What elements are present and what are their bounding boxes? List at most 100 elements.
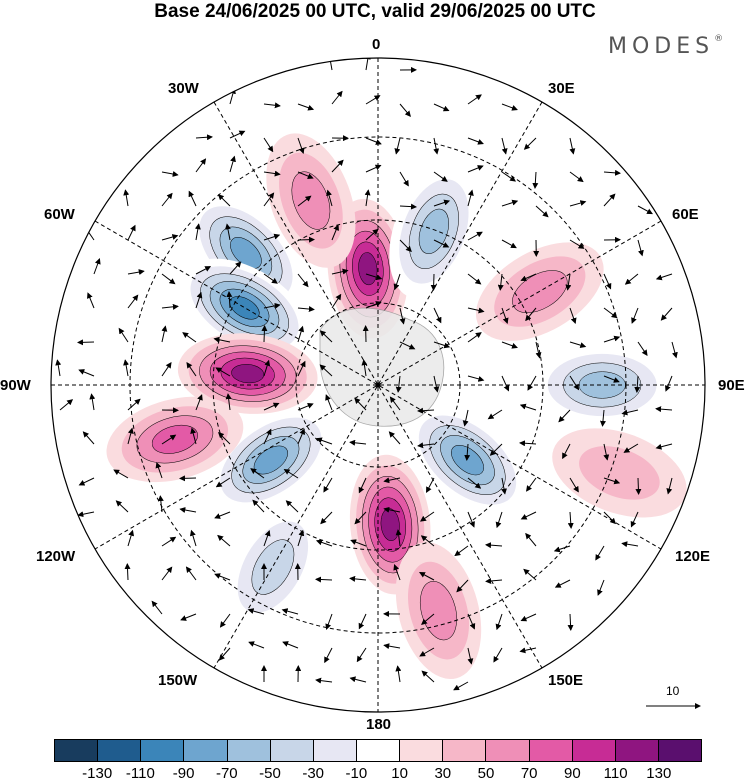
wind-arrow — [325, 613, 333, 630]
wind-arrow — [597, 579, 605, 596]
colorbar-swatch — [572, 740, 616, 761]
logo-text: MODES — [608, 34, 715, 59]
negative-anomaly — [230, 237, 262, 269]
wind-arrow — [186, 361, 197, 377]
wind-arrow — [195, 134, 213, 141]
wind-arrow — [417, 407, 435, 414]
wind-arrow — [331, 268, 349, 275]
wind-arrow — [225, 393, 232, 411]
anomaly-layer — [106, 133, 687, 680]
wind-arrow — [558, 409, 571, 423]
wind-arrow — [569, 137, 576, 155]
wind-arrow — [603, 273, 612, 290]
colorbar-swatch — [141, 740, 185, 761]
colorbar-tick-label: 110 — [603, 765, 628, 782]
colorbar-swatch — [184, 740, 228, 761]
wind-arrow — [350, 539, 367, 547]
positive-anomaly — [579, 446, 660, 500]
wind-arrow — [364, 58, 371, 71]
wind-arrow — [493, 647, 503, 663]
wind-arrow — [297, 306, 315, 313]
wind-arrow — [655, 406, 673, 413]
wind-arrow — [525, 307, 537, 322]
colorbar-swatch — [443, 740, 487, 761]
wind-arrow — [263, 402, 280, 411]
wind-arrow — [501, 477, 507, 495]
wind-arrow — [569, 375, 580, 391]
wind-arrow — [82, 431, 95, 445]
wind-arrow — [213, 336, 231, 343]
colorbar-swatch — [98, 740, 142, 761]
lon-label-120w: 120W — [36, 548, 76, 565]
wind-arrow — [467, 647, 474, 665]
lon-label-180: 180 — [366, 716, 392, 733]
wind-arrow — [189, 529, 197, 547]
wind-arrow — [535, 341, 542, 359]
wind-arrow — [520, 273, 537, 282]
wind-arrow — [501, 341, 518, 349]
wind-arrow — [358, 613, 367, 630]
wind-arrow — [297, 195, 312, 207]
wind-arrow — [603, 307, 618, 319]
wind-arrow — [383, 506, 401, 513]
wind-arrow — [77, 339, 95, 346]
wind-arrow — [297, 360, 306, 377]
lon-label-30w: 30W — [168, 80, 199, 97]
wind-arrow — [623, 443, 639, 453]
wind-arrow — [637, 341, 648, 357]
wind-arrow — [567, 613, 574, 631]
wind-arrow — [383, 643, 401, 650]
wind-arrow — [433, 307, 442, 324]
wind-arrow — [394, 137, 401, 155]
wind-arrow — [179, 475, 197, 482]
wind-arrow — [501, 307, 509, 325]
wind-arrow — [426, 477, 435, 493]
wind-arrow — [467, 137, 484, 145]
north-pole-dot — [375, 382, 381, 388]
wind-arrow — [161, 566, 173, 581]
wind-arrow — [399, 341, 416, 350]
wind-arrow — [180, 613, 197, 621]
wind-arrow — [319, 330, 333, 343]
wind-arrow — [603, 193, 616, 207]
wind-arrow — [323, 477, 333, 493]
wind-arrow — [349, 575, 367, 582]
wind-arrow — [393, 273, 401, 291]
wind-arrow — [562, 443, 571, 460]
wind-arrow — [195, 394, 203, 411]
wind-arrow — [331, 224, 339, 241]
wind-arrow — [250, 468, 265, 479]
wind-arrow — [123, 189, 130, 207]
wind-arrow — [155, 461, 163, 479]
logo-mark: ® — [714, 34, 724, 44]
wind-arrow — [127, 427, 134, 445]
lon-label-60e: 60E — [672, 206, 699, 223]
wind-arrow — [495, 613, 503, 631]
wind-arrow — [467, 273, 482, 285]
wind-arrow — [487, 409, 503, 420]
wind-arrow — [519, 647, 537, 654]
wind-arrow — [297, 137, 305, 155]
wind-arrow — [433, 171, 448, 182]
colorbar-swatch — [615, 740, 659, 761]
wind-arrow — [603, 335, 621, 343]
wind-arrow — [389, 396, 401, 411]
wind-arrow — [603, 511, 617, 525]
wind-arrow — [358, 477, 367, 494]
wind-arrow — [569, 307, 577, 325]
wind-arrow — [467, 307, 485, 314]
wind-arrow — [297, 428, 306, 445]
wind-arrow — [395, 665, 402, 683]
wind-arrow — [637, 205, 653, 215]
colorbar-tick-label: 10 — [391, 765, 408, 782]
wind-arrow — [354, 397, 367, 411]
wind-arrow — [195, 158, 207, 173]
colorbar-swatch — [400, 740, 444, 761]
colorbar-tick-label: -70 — [215, 765, 238, 782]
wind-arrow — [331, 293, 342, 309]
modes-logo: MODES® — [608, 34, 723, 59]
wind-arrow — [214, 573, 231, 581]
wind-arrow — [182, 332, 197, 343]
wind-arrow — [399, 239, 412, 253]
wind-arrow — [395, 529, 402, 547]
